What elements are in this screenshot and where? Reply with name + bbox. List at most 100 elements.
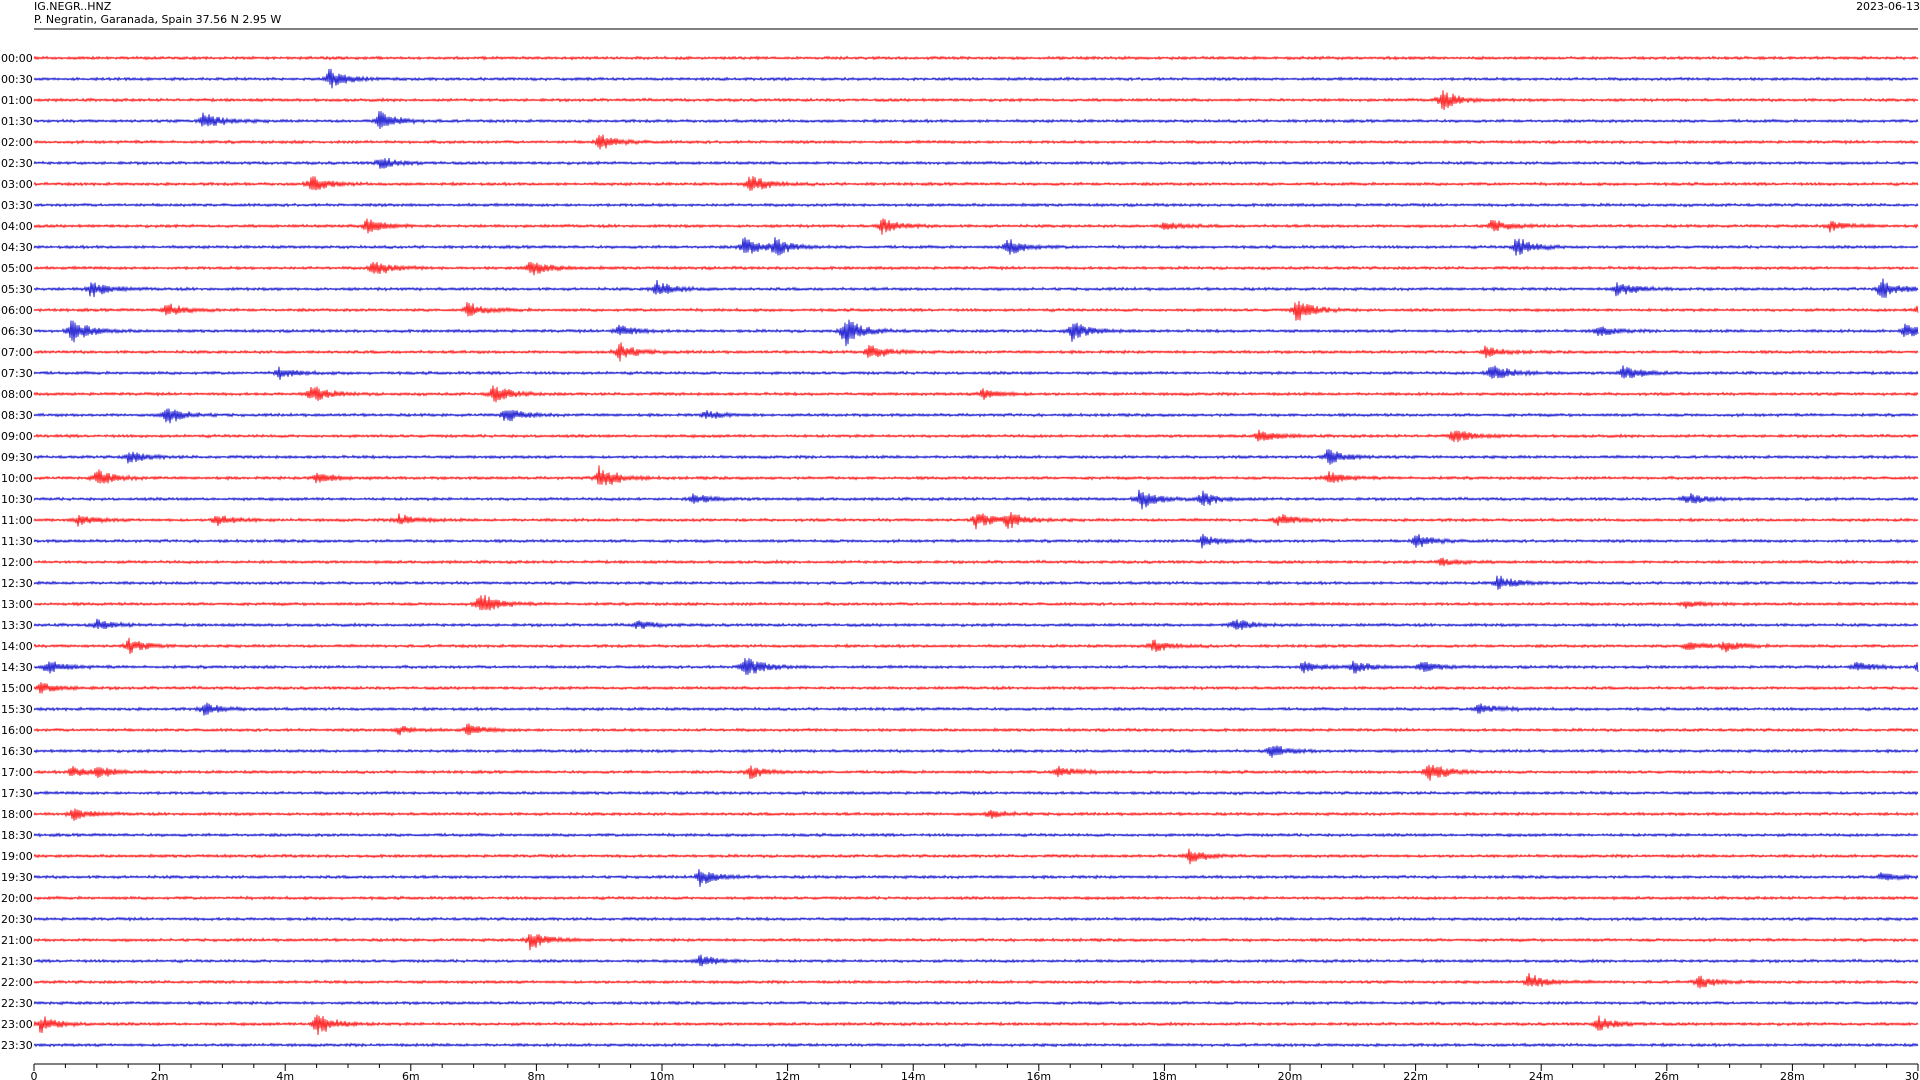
trace-row-34 [33, 764, 1919, 781]
row-label-12: 06:00 [1, 304, 33, 317]
row-label-26: 13:00 [1, 598, 33, 611]
x-tick-label-20m: 20m [1278, 1070, 1303, 1080]
row-label-18: 09:00 [1, 430, 33, 443]
x-tick-label-0: 0 [31, 1070, 38, 1080]
row-label-45: 22:30 [1, 997, 33, 1010]
row-label-38: 19:00 [1, 850, 33, 863]
x-tick-label-4m: 4m [276, 1070, 294, 1080]
row-label-34: 17:00 [1, 766, 33, 779]
trace-row-24 [33, 557, 1919, 567]
row-label-30: 15:00 [1, 682, 33, 695]
trace-row-7 [33, 202, 1919, 208]
trace-row-9 [33, 237, 1919, 256]
trace-row-6 [33, 176, 1919, 191]
x-tick-label-26m: 26m [1654, 1070, 1679, 1080]
row-label-9: 04:30 [1, 241, 33, 254]
row-label-31: 15:30 [1, 703, 33, 716]
row-label-5: 02:30 [1, 157, 33, 170]
trace-row-10 [33, 261, 1919, 276]
trace-row-41 [33, 916, 1919, 922]
seismogram-traces [33, 55, 1919, 1048]
trace-row-47 [33, 1042, 1919, 1048]
row-label-20: 10:00 [1, 472, 33, 485]
x-tick-label-6m: 6m [402, 1070, 420, 1080]
trace-row-43 [33, 954, 1919, 967]
trace-row-4 [33, 134, 1919, 150]
row-label-10: 05:00 [1, 262, 33, 275]
row-label-13: 06:30 [1, 325, 33, 338]
trace-row-8 [33, 218, 1919, 235]
trace-row-42 [33, 934, 1919, 951]
trace-row-32 [33, 723, 1919, 736]
row-label-19: 09:30 [1, 451, 33, 464]
trace-row-13 [33, 319, 1919, 347]
x-tick-label-14m: 14m [901, 1070, 926, 1080]
trace-row-46 [33, 1014, 1919, 1036]
row-label-29: 14:30 [1, 661, 33, 674]
trace-row-40 [33, 895, 1919, 901]
trace-row-31 [33, 702, 1919, 716]
row-label-42: 21:00 [1, 934, 33, 947]
trace-row-39 [33, 869, 1919, 887]
station-id: IG.NEGR..HNZ [34, 0, 112, 13]
row-label-43: 21:30 [1, 955, 33, 968]
row-label-23: 11:30 [1, 535, 33, 548]
trace-row-25 [33, 575, 1919, 590]
x-tick-label-22m: 22m [1403, 1070, 1428, 1080]
trace-row-37 [33, 832, 1919, 838]
row-label-0: 00:00 [1, 52, 33, 65]
trace-row-35 [33, 790, 1919, 796]
trace-row-16 [33, 385, 1919, 403]
row-time-labels: 00:00 00:30 01:00 01:30 02:00 02:30 03:00 03:30… [1, 52, 33, 1052]
row-label-32: 16:00 [1, 724, 33, 737]
x-tick-label-2m: 2m [151, 1070, 169, 1080]
row-label-33: 16:30 [1, 745, 33, 758]
x-tick-label-30: 30 [1905, 1070, 1919, 1080]
trace-row-26 [33, 594, 1919, 611]
row-label-17: 08:30 [1, 409, 33, 422]
station-location: P. Negratin, Garanada, Spain 37.56 N 2.9… [34, 13, 282, 26]
row-label-44: 22:00 [1, 976, 33, 989]
row-label-14: 07:00 [1, 346, 33, 359]
row-label-2: 01:00 [1, 94, 33, 107]
trace-row-11 [33, 278, 1919, 298]
row-label-36: 18:00 [1, 808, 33, 821]
trace-row-44 [33, 973, 1919, 989]
trace-row-29 [33, 658, 1919, 675]
trace-row-21 [33, 489, 1919, 510]
row-label-3: 01:30 [1, 115, 33, 128]
row-label-28: 14:00 [1, 640, 33, 653]
row-label-22: 11:00 [1, 514, 33, 527]
row-label-16: 08:00 [1, 388, 33, 401]
trace-row-38 [33, 848, 1919, 865]
row-label-27: 13:30 [1, 619, 33, 632]
x-tick-label-18m: 18m [1152, 1070, 1177, 1080]
x-tick-label-8m: 8m [528, 1070, 546, 1080]
x-tick-label-12m: 12m [775, 1070, 800, 1080]
row-label-24: 12:00 [1, 556, 33, 569]
row-label-15: 07:30 [1, 367, 33, 380]
trace-row-1 [33, 68, 1919, 89]
trace-row-28 [33, 637, 1919, 655]
trace-row-5 [33, 158, 1919, 169]
row-label-46: 23:00 [1, 1018, 33, 1031]
trace-row-30 [33, 682, 1919, 694]
x-tick-label-10m: 10m [650, 1070, 675, 1080]
x-tick-label-16m: 16m [1026, 1070, 1051, 1080]
x-tick-label-28m: 28m [1780, 1070, 1805, 1080]
row-label-41: 20:30 [1, 913, 33, 926]
row-label-8: 04:00 [1, 220, 33, 233]
row-label-39: 19:30 [1, 871, 33, 884]
x-axis: 0 2m 4m 6m 8m 10m 12m 14m 16m 18m 20m 22m 24m 26m 28m 3… [31, 1063, 1919, 1080]
row-label-6: 03:00 [1, 178, 33, 191]
trace-row-14 [33, 342, 1919, 362]
trace-row-17 [33, 408, 1919, 424]
x-tick-label-24m: 24m [1529, 1070, 1554, 1080]
row-label-40: 20:00 [1, 892, 33, 905]
trace-row-18 [33, 429, 1919, 443]
row-label-4: 02:00 [1, 136, 33, 149]
trace-row-45 [33, 1000, 1919, 1006]
trace-row-3 [33, 111, 1919, 130]
